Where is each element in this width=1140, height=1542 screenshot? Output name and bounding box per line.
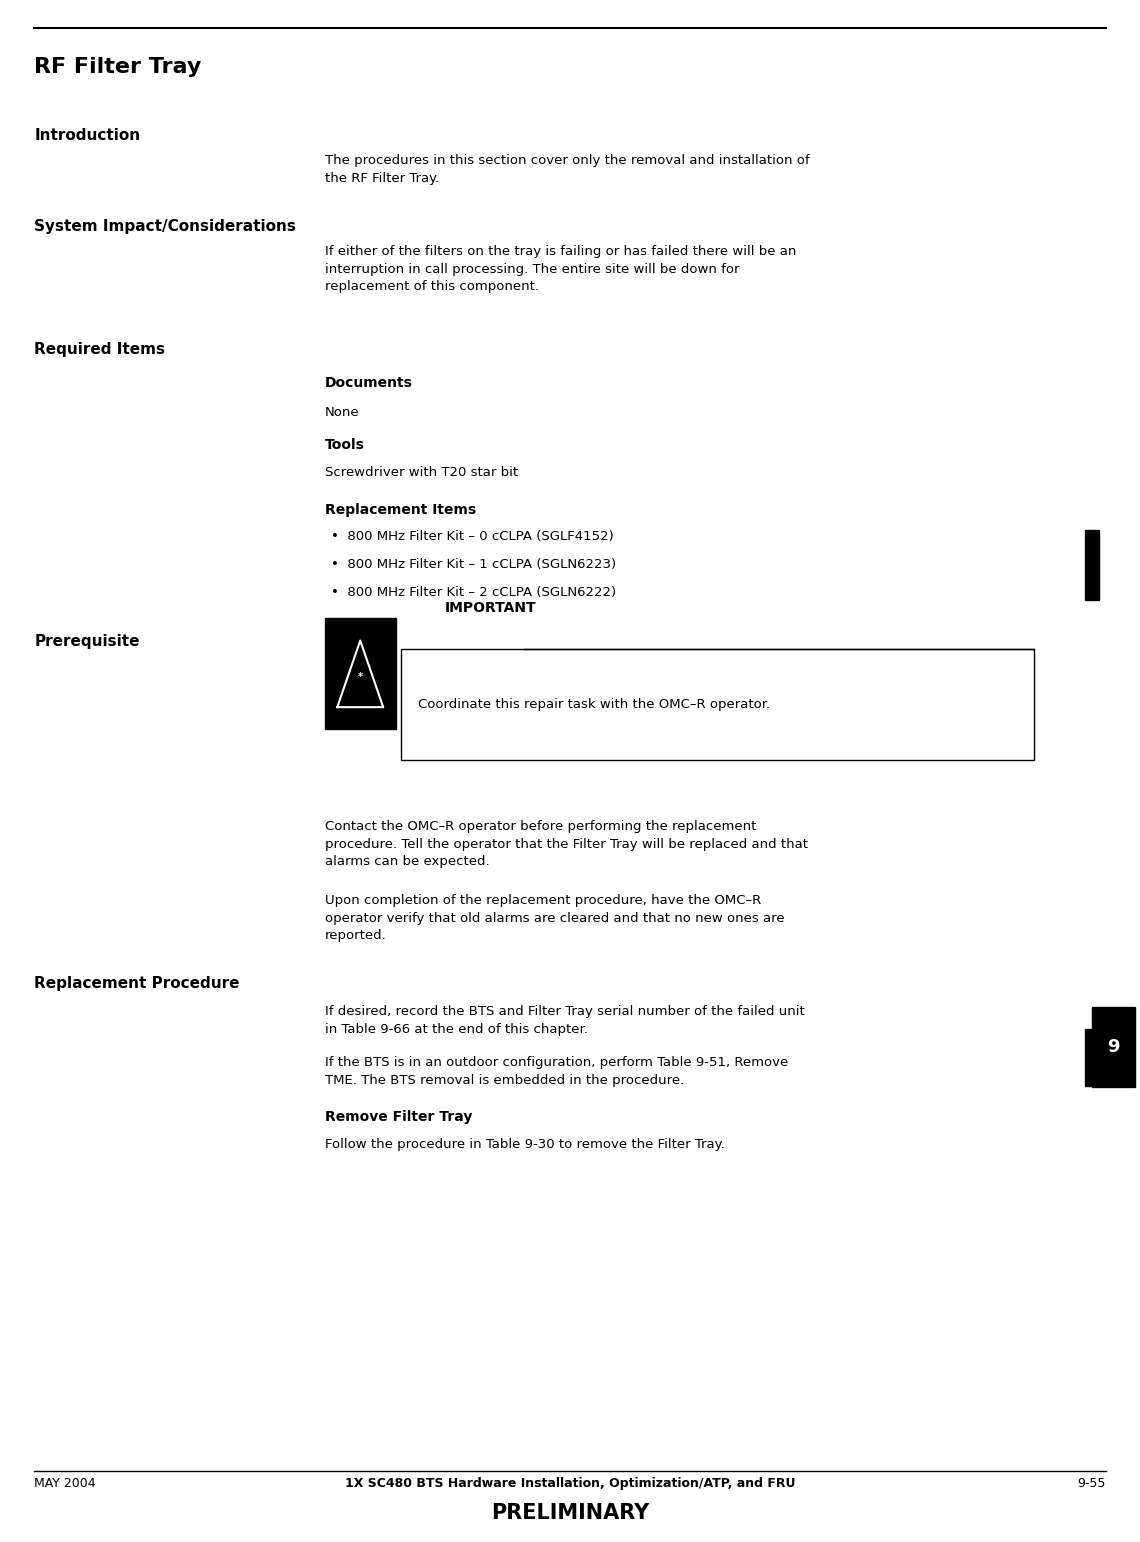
Text: Contact the OMC–R operator before performing the replacement
procedure. Tell the: Contact the OMC–R operator before perfor… [325,820,808,868]
Text: If desired, record the BTS and Filter Tray serial number of the failed unit
in T: If desired, record the BTS and Filter Tr… [325,1005,805,1036]
Text: Screwdriver with T20 star bit: Screwdriver with T20 star bit [325,466,518,478]
Bar [1092,1007,1135,1087]
Bar [1085,530,1099,600]
Text: *: * [358,672,363,682]
Text: MAY 2004: MAY 2004 [34,1477,96,1490]
Text: Prerequisite: Prerequisite [34,634,140,649]
Text: Follow the procedure in Table 9-30 to remove the Filter Tray.: Follow the procedure in Table 9-30 to re… [325,1138,725,1150]
Text: 9: 9 [1108,1038,1119,1056]
Text: Upon completion of the replacement procedure, have the OMC–R
operator verify tha: Upon completion of the replacement proce… [325,894,784,942]
Text: Coordinate this repair task with the OMC–R operator.: Coordinate this repair task with the OMC… [418,699,771,711]
Text: IMPORTANT: IMPORTANT [445,601,536,615]
Text: Required Items: Required Items [34,342,165,358]
Bar [1085,1029,1099,1086]
Text: Remove Filter Tray: Remove Filter Tray [325,1110,472,1124]
Text: RF Filter Tray: RF Filter Tray [34,57,202,77]
Text: •  800 MHz Filter Kit – 2 cCLPA (SGLN6222): • 800 MHz Filter Kit – 2 cCLPA (SGLN6222… [331,586,616,598]
Text: •  800 MHz Filter Kit – 1 cCLPA (SGLN6223): • 800 MHz Filter Kit – 1 cCLPA (SGLN6223… [331,558,616,571]
Text: PRELIMINARY: PRELIMINARY [491,1503,649,1523]
Text: If the BTS is in an outdoor configuration, perform Table 9-51, Remove
TME. The B: If the BTS is in an outdoor configuratio… [325,1056,788,1087]
Text: Documents: Documents [325,376,413,390]
Text: 9-55: 9-55 [1077,1477,1106,1490]
Text: Introduction: Introduction [34,128,140,143]
Text: Tools: Tools [325,438,365,452]
Text: Replacement Items: Replacement Items [325,503,477,517]
Text: If either of the filters on the tray is failing or has failed there will be an
i: If either of the filters on the tray is … [325,245,796,293]
Bar [401,649,1034,760]
Text: System Impact/Considerations: System Impact/Considerations [34,219,296,234]
Bar [325,618,396,729]
Text: None: None [325,406,359,418]
Text: 1X SC480 BTS Hardware Installation, Optimization/ATP, and FRU: 1X SC480 BTS Hardware Installation, Opti… [344,1477,796,1490]
Text: Replacement Procedure: Replacement Procedure [34,976,239,992]
Text: •  800 MHz Filter Kit – 0 cCLPA (SGLF4152): • 800 MHz Filter Kit – 0 cCLPA (SGLF4152… [331,530,613,543]
Text: The procedures in this section cover only the removal and installation of
the RF: The procedures in this section cover onl… [325,154,809,185]
